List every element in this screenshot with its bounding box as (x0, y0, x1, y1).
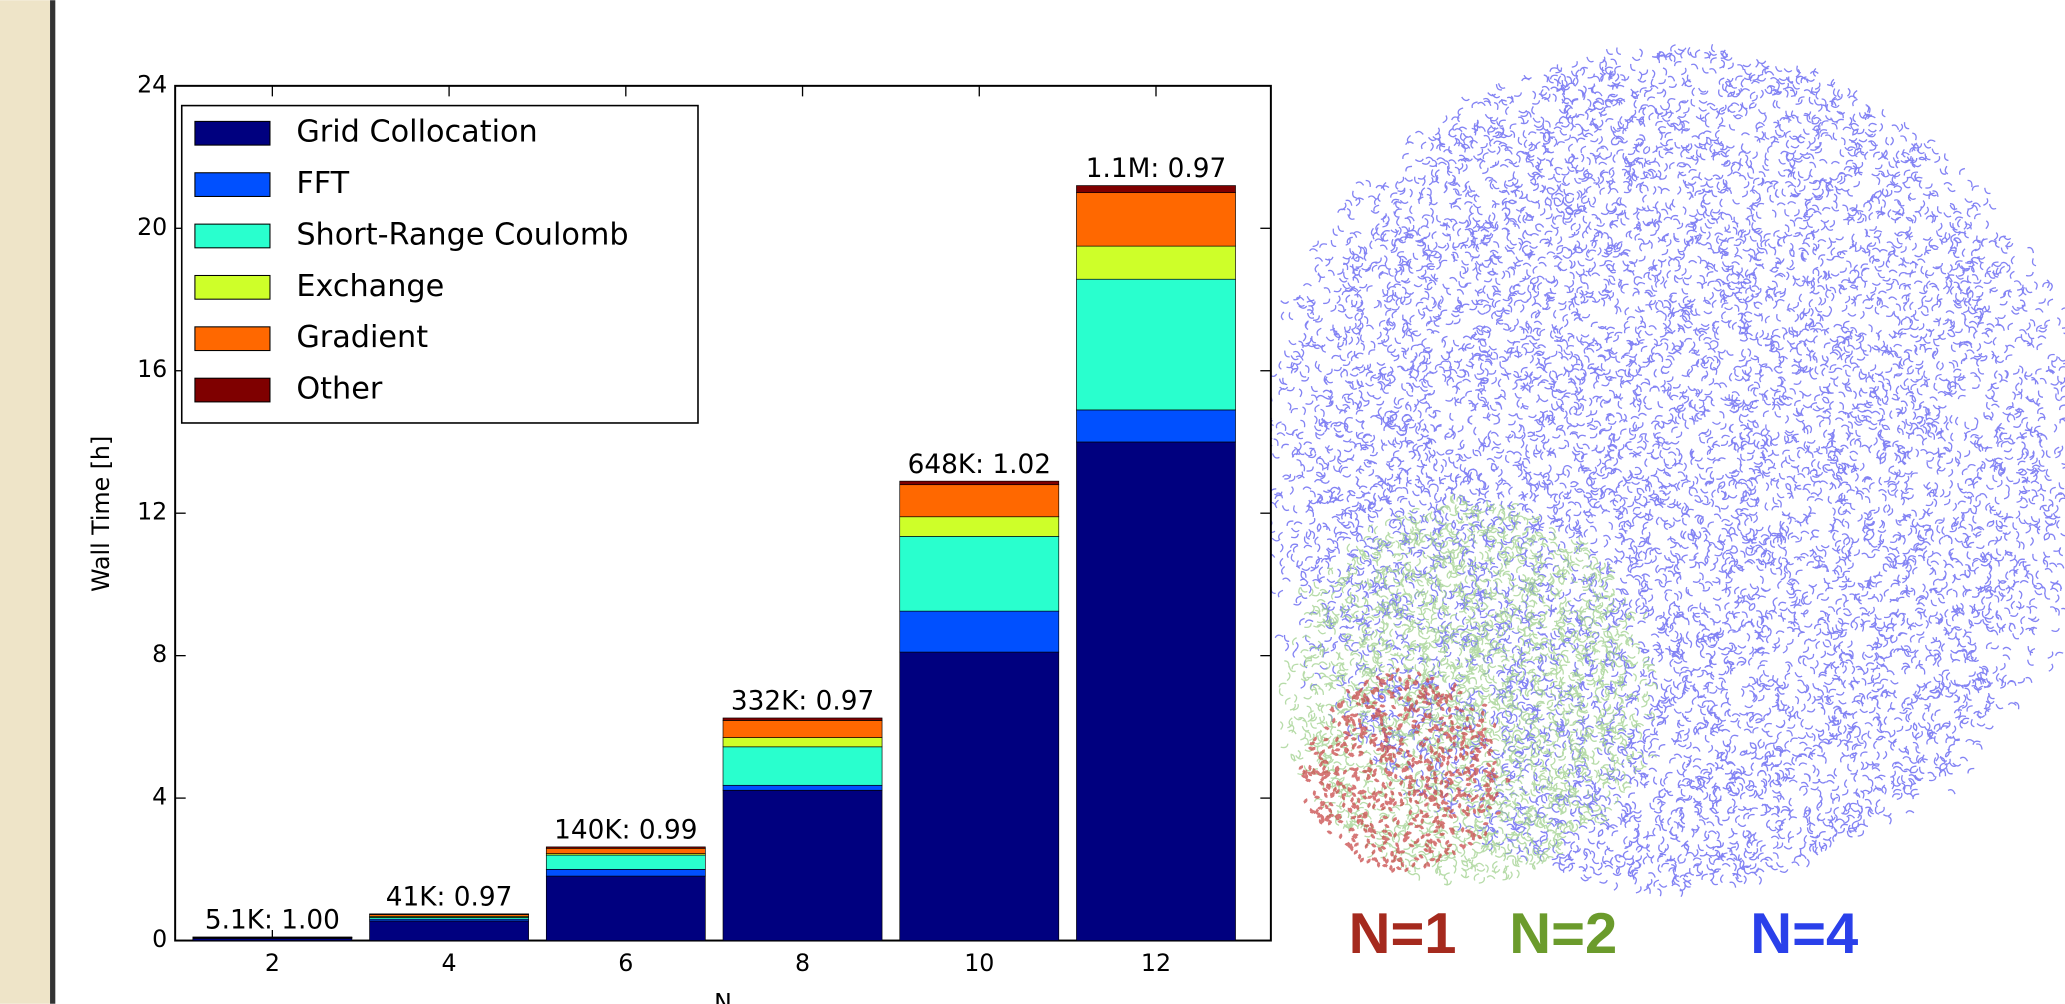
bar-annotation: 140K: 0.99 (554, 816, 697, 846)
bar-segment (722, 746, 883, 786)
image-label: N=4 (1750, 902, 1858, 966)
y-tick-label: 0 (152, 925, 167, 953)
legend-frame (180, 104, 699, 424)
y-tick-label: 16 (137, 355, 167, 383)
legend-swatch (194, 326, 271, 352)
bar-segment (722, 789, 883, 941)
legend-swatch (194, 377, 271, 403)
bar-segment (369, 913, 529, 915)
x-tick-label: 2 (265, 949, 280, 977)
bar-segment (899, 484, 1060, 518)
x-tick-label: 10 (964, 949, 994, 977)
legend-label: Short-Range Coulomb (296, 217, 628, 252)
bar-segment (545, 854, 706, 870)
side-strip (0, 0, 51, 1004)
bar-segment (1076, 245, 1236, 280)
y-tick-label: 20 (137, 213, 167, 241)
x-tick-label: 4 (442, 949, 457, 977)
legend: Grid Collocation FFT Short-Range Coulomb Ex… (180, 104, 699, 424)
bar-segment (1076, 409, 1236, 443)
legend-swatch (194, 274, 271, 300)
bar-segment (722, 737, 883, 748)
y-tick-label: 12 (137, 498, 167, 526)
bar-segment (899, 516, 1060, 537)
image-label: N=1 (1349, 902, 1457, 966)
bar-annotation: 648K: 1.02 (908, 450, 1051, 480)
bar-segment (1076, 192, 1236, 247)
bar-segment (1076, 441, 1236, 941)
legend-swatch (194, 172, 271, 197)
bar-segment (369, 920, 529, 941)
bar-segment (545, 875, 706, 941)
bar-annotation: 41K: 0.97 (386, 883, 513, 913)
legend-label: Grid Collocation (296, 115, 537, 150)
x-tick-label: 8 (795, 949, 810, 977)
side-rule (50, 0, 56, 1004)
legend-label: FFT (296, 166, 349, 201)
legend-label: Exchange (296, 269, 444, 304)
bar-segment (722, 784, 883, 791)
bar-annotation: 332K: 0.97 (731, 687, 874, 717)
image-label: N=2 (1509, 902, 1617, 966)
bar-segment (545, 868, 706, 877)
bar-segment (545, 847, 706, 854)
y-tick-label: 8 (152, 640, 167, 668)
y-tick-label: 4 (152, 783, 167, 811)
legend-label: Other (296, 372, 383, 407)
x-tick-label: 12 (1141, 949, 1171, 977)
molecule-texture (1298, 667, 1511, 874)
x-axis-label: N (714, 988, 732, 1004)
y-tick-label: 24 (137, 70, 167, 98)
molecule-cloud (1245, 43, 2065, 898)
bar-segment (899, 651, 1060, 941)
legend-swatch (194, 223, 271, 249)
legend-label: Gradient (296, 320, 428, 355)
bar-annotation: 5.1K: 1.00 (205, 906, 340, 936)
bar-segment (722, 720, 883, 738)
bar-segment (722, 717, 883, 721)
y-axis-label: Wall Time [h] (87, 436, 115, 592)
bar-segment (899, 536, 1060, 612)
bar-segment (899, 610, 1060, 653)
bar-segment (1076, 278, 1236, 411)
x-tick-label: 6 (618, 949, 633, 977)
bar-segment (1076, 185, 1236, 194)
bar-segment (899, 480, 1060, 486)
bar-annotation: 1.1M: 0.97 (1086, 154, 1226, 184)
legend-swatch (194, 120, 271, 146)
bar-segment (545, 846, 706, 849)
